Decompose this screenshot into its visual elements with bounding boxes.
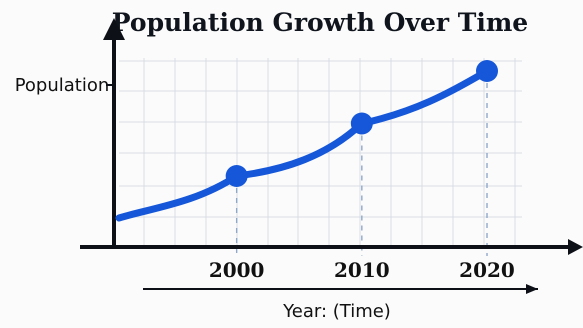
chart-title: Population Growth Over Time — [112, 8, 528, 37]
line-series — [115, 67, 491, 222]
population-series-line — [115, 67, 491, 222]
x-tick-labels: 2000 2010 2020 — [209, 258, 515, 282]
x-axis-label: Year: (Time) — [282, 301, 391, 322]
data-point — [350, 112, 373, 135]
y-axis-arrow-head — [103, 18, 125, 40]
x-axis-arrow-head — [568, 239, 583, 255]
data-points — [225, 60, 498, 187]
y-axis-label: Population — [15, 75, 110, 96]
data-point — [476, 60, 498, 82]
chart-axes — [80, 18, 583, 255]
x-tick-label: 2010 — [334, 258, 390, 282]
x-tick-label: 2000 — [209, 258, 265, 282]
vertical-guide-lines — [235, 83, 488, 256]
x-tick-label: 2020 — [459, 258, 515, 282]
time-arrow-head — [526, 284, 538, 294]
data-point — [225, 165, 248, 187]
